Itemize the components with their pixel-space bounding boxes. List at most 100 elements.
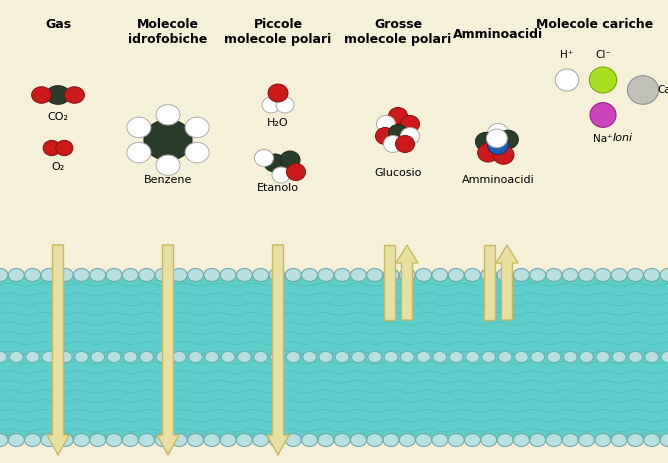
Ellipse shape: [280, 151, 300, 169]
Ellipse shape: [171, 433, 187, 446]
Ellipse shape: [530, 433, 546, 446]
Ellipse shape: [25, 269, 41, 282]
Ellipse shape: [301, 433, 317, 446]
Ellipse shape: [287, 351, 300, 363]
Ellipse shape: [611, 433, 627, 446]
Text: Molecole
idrofobiche: Molecole idrofobiche: [128, 18, 208, 46]
Ellipse shape: [476, 132, 496, 151]
Ellipse shape: [0, 269, 8, 282]
Text: CO₂: CO₂: [47, 112, 69, 122]
Ellipse shape: [335, 351, 349, 363]
Polygon shape: [267, 245, 289, 455]
Ellipse shape: [399, 269, 415, 282]
Ellipse shape: [478, 144, 498, 162]
Ellipse shape: [464, 269, 480, 282]
Ellipse shape: [595, 269, 611, 282]
Ellipse shape: [90, 269, 106, 282]
Ellipse shape: [611, 269, 627, 282]
Ellipse shape: [401, 351, 414, 363]
Ellipse shape: [395, 136, 415, 152]
Ellipse shape: [448, 433, 464, 446]
Ellipse shape: [106, 269, 122, 282]
Ellipse shape: [185, 117, 209, 138]
Ellipse shape: [26, 351, 39, 363]
Ellipse shape: [238, 351, 251, 363]
Ellipse shape: [383, 136, 403, 152]
Ellipse shape: [351, 433, 367, 446]
Ellipse shape: [383, 433, 399, 446]
Ellipse shape: [531, 351, 544, 363]
Ellipse shape: [73, 269, 90, 282]
Ellipse shape: [660, 433, 668, 446]
Ellipse shape: [221, 351, 235, 363]
Ellipse shape: [401, 127, 420, 144]
Ellipse shape: [236, 433, 253, 446]
Ellipse shape: [415, 433, 432, 446]
Ellipse shape: [318, 433, 334, 446]
Text: Molecole cariche: Molecole cariche: [536, 18, 653, 31]
Text: Glucosio: Glucosio: [374, 168, 422, 178]
Ellipse shape: [91, 351, 105, 363]
Polygon shape: [496, 245, 518, 320]
Text: Amminoacidi: Amminoacidi: [453, 28, 543, 41]
Ellipse shape: [127, 143, 151, 163]
Ellipse shape: [448, 269, 464, 282]
Ellipse shape: [389, 107, 407, 125]
Ellipse shape: [172, 351, 186, 363]
Ellipse shape: [318, 269, 334, 282]
Ellipse shape: [122, 433, 138, 446]
Ellipse shape: [272, 167, 290, 183]
Ellipse shape: [155, 433, 171, 446]
Ellipse shape: [255, 150, 273, 167]
Ellipse shape: [383, 269, 399, 282]
Ellipse shape: [415, 269, 432, 282]
Polygon shape: [157, 245, 179, 455]
Ellipse shape: [368, 351, 381, 363]
Ellipse shape: [253, 269, 269, 282]
Ellipse shape: [514, 433, 529, 446]
Ellipse shape: [55, 140, 73, 156]
Ellipse shape: [156, 155, 180, 175]
Ellipse shape: [285, 269, 301, 282]
Ellipse shape: [185, 143, 209, 163]
Ellipse shape: [563, 351, 577, 363]
Ellipse shape: [530, 269, 546, 282]
Ellipse shape: [139, 269, 154, 282]
Ellipse shape: [417, 351, 430, 363]
Ellipse shape: [433, 351, 447, 363]
Ellipse shape: [264, 154, 286, 172]
Ellipse shape: [401, 115, 420, 132]
Ellipse shape: [578, 269, 595, 282]
Ellipse shape: [65, 87, 84, 103]
Text: Amminoacidi: Amminoacidi: [462, 175, 534, 185]
Ellipse shape: [498, 351, 512, 363]
Ellipse shape: [57, 269, 73, 282]
Ellipse shape: [389, 125, 407, 142]
Ellipse shape: [562, 269, 578, 282]
Ellipse shape: [546, 433, 562, 446]
Ellipse shape: [270, 351, 284, 363]
Ellipse shape: [596, 351, 610, 363]
Ellipse shape: [204, 433, 220, 446]
Ellipse shape: [204, 269, 220, 282]
Bar: [0, 275, 668, 440]
Ellipse shape: [31, 87, 51, 103]
Ellipse shape: [384, 351, 398, 363]
Ellipse shape: [285, 433, 301, 446]
Ellipse shape: [486, 129, 508, 148]
Ellipse shape: [464, 433, 480, 446]
Ellipse shape: [466, 351, 479, 363]
Text: Etanolo: Etanolo: [257, 183, 299, 193]
Ellipse shape: [8, 269, 24, 282]
Ellipse shape: [377, 115, 395, 132]
Ellipse shape: [367, 433, 383, 446]
Ellipse shape: [73, 433, 90, 446]
Ellipse shape: [220, 269, 236, 282]
Ellipse shape: [319, 351, 333, 363]
Ellipse shape: [122, 269, 138, 282]
Text: Na⁺: Na⁺: [593, 134, 613, 144]
Ellipse shape: [432, 433, 448, 446]
Ellipse shape: [171, 269, 187, 282]
Ellipse shape: [399, 433, 415, 446]
Ellipse shape: [334, 269, 350, 282]
